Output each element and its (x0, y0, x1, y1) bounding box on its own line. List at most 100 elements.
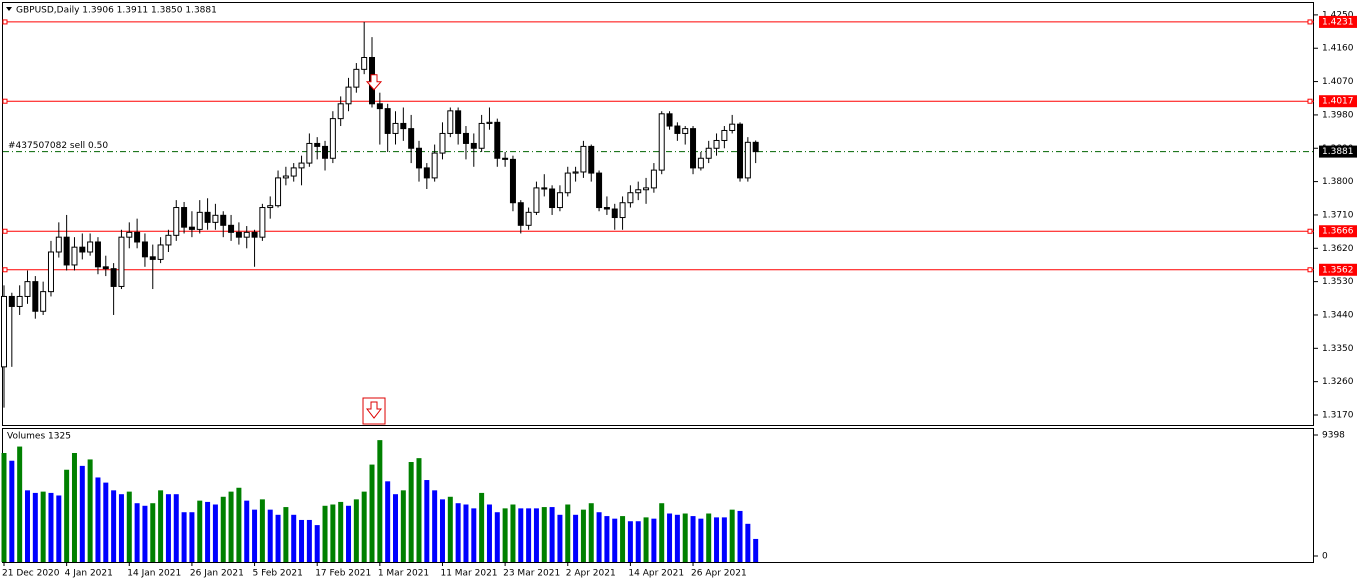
bid-tag (1319, 145, 1357, 158)
volume-bar (408, 462, 414, 562)
volume-bar (64, 469, 70, 562)
y-tick-label: 1.3530 (1322, 277, 1354, 287)
candle-body (674, 125, 681, 134)
volume-bar (377, 440, 383, 562)
x-tick-label: 1 Mar 2021 (378, 569, 429, 579)
candle-body (235, 231, 242, 238)
y-tick-label: 1.3800 (1322, 177, 1354, 187)
level-handle (2, 228, 8, 234)
candle-body (322, 145, 329, 159)
candle-body (713, 139, 720, 149)
candle-body (63, 236, 70, 266)
volume-bar (737, 510, 743, 562)
volume-bar (9, 460, 15, 562)
volume-bar (432, 490, 438, 562)
candle-body (102, 266, 109, 270)
candle-body (110, 268, 117, 287)
volume-bar (416, 458, 422, 562)
candle-body (306, 142, 313, 164)
volume-bar (236, 487, 242, 562)
candle-body (596, 172, 603, 209)
volume-bar (299, 519, 305, 562)
candle-body (149, 256, 156, 260)
candle-body (744, 141, 751, 179)
candle-body (431, 152, 438, 179)
volume-bar (79, 465, 85, 562)
chart-title: GBPUSD,Daily 1.3906 1.3911 1.3850 1.3881 (16, 6, 217, 16)
volume-bar (220, 496, 226, 562)
candle-body (494, 121, 501, 159)
volume-bar (173, 494, 179, 562)
order-label: #437507082 sell 0.50 (8, 141, 108, 151)
x-tick-label: 26 Apr 2021 (691, 569, 747, 579)
candle-body (173, 207, 180, 236)
price-panel (2, 2, 1314, 426)
candle-body (16, 295, 23, 307)
volume-bar (573, 514, 579, 562)
candle-body (611, 208, 618, 219)
candle-body (298, 162, 305, 169)
candle-body (556, 192, 563, 209)
volume-bar (526, 508, 532, 562)
volume-bar (393, 494, 398, 562)
level-label: 1.4017 (1322, 97, 1354, 107)
volume-bar (439, 499, 445, 562)
candle-body (212, 214, 219, 223)
candle-body (697, 157, 704, 169)
volume-bar (212, 504, 218, 562)
y-tick-label: 9398 (1322, 431, 1345, 441)
volume-bar (471, 508, 477, 562)
x-tick-label: 2 Apr 2021 (566, 569, 616, 579)
y-tick-label: 1.4250 (1322, 10, 1354, 20)
candle-body (204, 211, 211, 223)
candle-body (627, 192, 634, 204)
candle-body (259, 207, 266, 238)
volume-bar (479, 492, 485, 562)
volume-bar (32, 492, 38, 562)
volume-bar (745, 523, 751, 562)
y-tick-label: 0 (1322, 552, 1328, 562)
x-tick-label: 4 Jan 2021 (65, 569, 113, 579)
candle-body (423, 167, 430, 179)
y-tick-label: 1.3170 (1322, 410, 1354, 420)
candle-body (533, 187, 540, 213)
symbol-menu-icon[interactable] (6, 7, 12, 11)
level-handle (1307, 228, 1313, 234)
volume-bar (424, 480, 430, 562)
candle-body (455, 110, 462, 134)
candle-body (588, 145, 595, 174)
volume-bar (322, 505, 328, 562)
volume-bar (549, 507, 555, 562)
x-tick-label: 23 Mar 2021 (503, 569, 560, 579)
candle-body (282, 175, 289, 179)
candle-body (392, 122, 399, 134)
volume-bar (698, 518, 704, 562)
x-tick-label: 11 Mar 2021 (440, 569, 497, 579)
volume-bar (95, 477, 101, 562)
candle-body (572, 171, 579, 174)
candle-body (188, 226, 195, 230)
volume-bar (674, 514, 680, 562)
candle-body (384, 108, 391, 134)
candle-body (690, 128, 697, 169)
x-tick-label: 14 Apr 2021 (628, 569, 684, 579)
volume-bar (635, 521, 641, 562)
volume-bar (158, 490, 164, 562)
volume-bar (252, 509, 258, 562)
candle-body (580, 145, 587, 173)
candle-body (47, 251, 54, 293)
candle-body (228, 224, 235, 233)
candle-body (658, 113, 665, 171)
candle-body (619, 202, 626, 219)
y-tick-label: 1.3710 (1322, 210, 1354, 220)
y-tick-label: 1.3350 (1322, 344, 1354, 354)
volume-bar (706, 513, 712, 562)
x-tick-label: 14 Jan 2021 (127, 569, 181, 579)
volume-bar (346, 505, 352, 562)
volume-bar (291, 514, 297, 562)
volume-bar (596, 512, 602, 562)
y-tick-label: 1.3260 (1322, 377, 1354, 387)
volume-bar (48, 492, 54, 562)
volume-bar (565, 504, 571, 562)
candle-body (603, 207, 610, 210)
